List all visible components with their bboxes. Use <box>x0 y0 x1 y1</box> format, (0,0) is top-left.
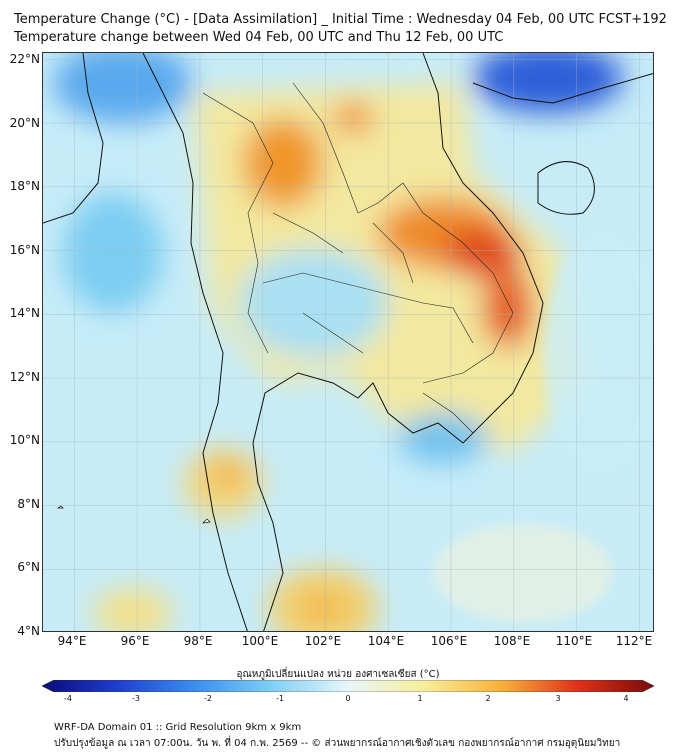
lat-label: 20°N <box>9 116 40 130</box>
lon-label: 94°E <box>57 634 87 648</box>
lat-label: 16°N <box>9 243 40 257</box>
lon-label: 100°E <box>241 634 279 648</box>
footer-credit: ปรับปรุงข้อมูล ณ เวลา 07:00น. วัน พ. ที่… <box>54 738 621 749</box>
colorbar-tick: -2 <box>204 694 212 703</box>
colorbar <box>42 680 654 692</box>
lon-label: 98°E <box>183 634 213 648</box>
lon-label: 96°E <box>120 634 150 648</box>
lat-label: 10°N <box>9 433 40 447</box>
coastal-sea-field <box>433 233 653 623</box>
admin-borders <box>202 82 514 434</box>
temperature-change-map <box>42 52 654 632</box>
footer-model-info: WRF-DA Domain 01 :: Grid Resolution 9km … <box>54 722 302 733</box>
colorbar-tick: -1 <box>276 694 284 703</box>
lat-label: 8°N <box>17 497 40 511</box>
lat-label: 14°N <box>9 306 40 320</box>
colorbar-tick: 3 <box>555 694 561 703</box>
chart-title: Temperature Change (°C) - [Data Assimila… <box>14 12 667 27</box>
colorbar-tick: 1 <box>417 694 423 703</box>
lon-label: 106°E <box>430 634 468 648</box>
map-svg <box>43 53 653 631</box>
islands <box>56 505 211 524</box>
lon-label: 112°E <box>615 634 653 648</box>
lat-label: 4°N <box>17 624 40 638</box>
colorbar-title: อุณหภูมิเปลี่ยนแปลง หน่วย องศาเซลเซียส (… <box>236 669 440 680</box>
colorbar-tick: 0 <box>345 694 351 703</box>
lon-label: 102°E <box>304 634 342 648</box>
lat-label: 6°N <box>17 560 40 574</box>
colorbar-tick: 2 <box>485 694 491 703</box>
lat-label: 12°N <box>9 370 40 384</box>
lon-label: 104°E <box>367 634 405 648</box>
chart-subtitle: Temperature change between Wed 04 Feb, 0… <box>14 30 504 45</box>
lat-label: 18°N <box>9 179 40 193</box>
colorbar-tick: -3 <box>132 694 140 703</box>
colorbar-tick: -4 <box>64 694 72 703</box>
colorbar-tick: 4 <box>623 694 629 703</box>
graticule <box>43 53 653 631</box>
lat-label: 22°N <box>9 52 40 66</box>
lon-label: 110°E <box>555 634 593 648</box>
lon-label: 108°E <box>493 634 531 648</box>
coastlines <box>43 53 653 631</box>
